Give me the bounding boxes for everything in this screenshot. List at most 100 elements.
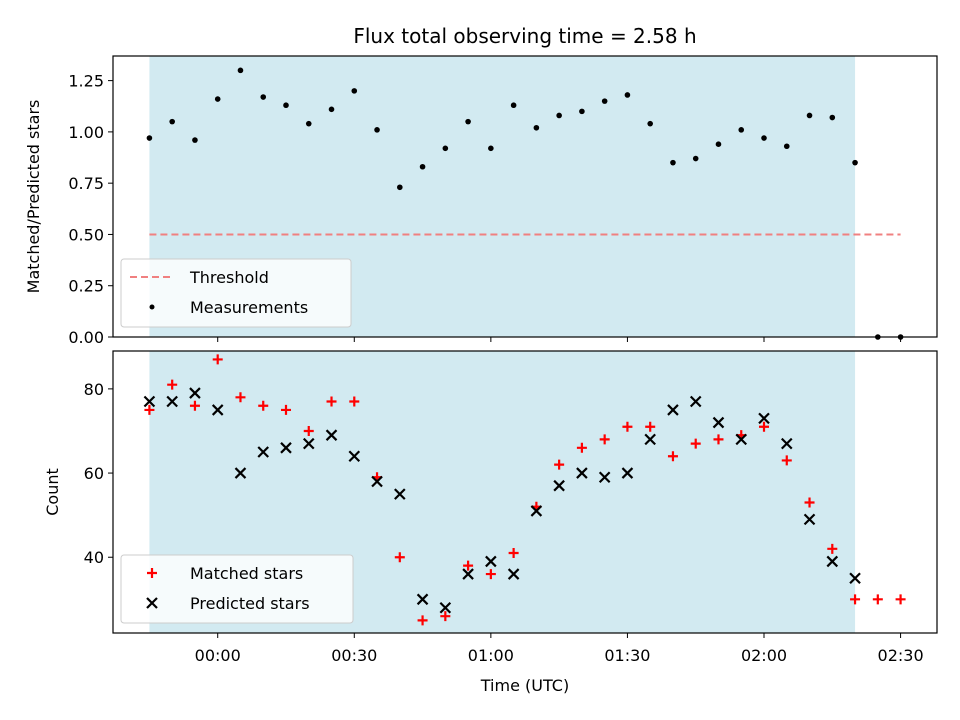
legend-predicted-symbol xyxy=(146,597,158,609)
predicted-star-point xyxy=(371,475,383,488)
measurement-point xyxy=(397,184,403,191)
bottom-legend-box xyxy=(120,554,354,624)
measurement-point xyxy=(374,127,380,133)
top-legend-box xyxy=(120,258,352,328)
legend-matched-label: Matched stars xyxy=(190,564,303,583)
matched-star-point xyxy=(212,354,223,365)
measurement-point xyxy=(738,127,745,133)
matched-star-point xyxy=(895,594,906,605)
matched-star-point xyxy=(463,560,474,571)
top-axes-frame xyxy=(112,55,938,338)
top-chart: 0.00 0.25 0.50 0.75 1.00 1.25 Flux total obse… xyxy=(24,24,938,347)
top-y-axis-label: Matched/Predicted stars xyxy=(24,100,43,294)
predicted-star-point xyxy=(507,568,520,580)
predicted-star-point xyxy=(826,555,839,568)
measurement-point xyxy=(624,92,631,98)
predicted-star-point xyxy=(211,404,224,416)
measurement-point xyxy=(829,114,836,121)
measurement-point xyxy=(783,143,790,150)
x-tick-label: 01:00 xyxy=(468,646,514,665)
x-tick-label: 00:30 xyxy=(331,646,377,665)
matched-star-point xyxy=(258,400,269,411)
measurement-point xyxy=(692,155,699,162)
legend-measurements-label: Measurements xyxy=(190,298,308,317)
matched-star-point xyxy=(645,421,656,432)
predicted-star-point xyxy=(621,467,634,479)
legend-matched-symbol xyxy=(147,568,157,578)
chart-title: Flux total observing time = 2.58 h xyxy=(353,24,696,48)
predicted-star-point xyxy=(302,437,315,450)
predicted-star-point xyxy=(325,429,338,441)
measurement-point xyxy=(351,88,358,94)
predicted-star-point xyxy=(166,395,178,408)
predicted-star-point xyxy=(553,479,565,492)
matched-star-point xyxy=(349,396,360,407)
x-tick-label: 00:00 xyxy=(195,646,241,665)
measurement-point xyxy=(465,118,471,125)
predicted-star-point xyxy=(667,404,679,416)
matched-star-point xyxy=(850,594,861,605)
predicted-star-point xyxy=(485,555,497,568)
matched-star-point xyxy=(485,569,496,580)
measurement-point xyxy=(761,135,767,141)
predicted-star-point xyxy=(598,471,611,484)
predicted-star-point xyxy=(530,505,543,517)
predicted-star-point xyxy=(803,513,816,526)
legend-threshold-label: Threshold xyxy=(189,268,269,287)
measurement-point xyxy=(579,108,585,115)
legend-predicted-marker xyxy=(146,597,158,609)
predicted-star-point xyxy=(712,416,725,429)
measurement-point xyxy=(488,145,494,152)
matched-star-point xyxy=(303,425,314,436)
matched-star-point xyxy=(759,421,770,432)
bottom-chart: 40 60 80 00:00 00:30 01:00 01:30 02:00 02:30 Cou… xyxy=(43,350,938,695)
bottom-y-axis-label: Count xyxy=(43,468,62,516)
matched-star-point xyxy=(417,615,428,626)
measurement-point xyxy=(556,112,562,119)
matched-star-point xyxy=(189,400,200,411)
matched-star-point xyxy=(804,497,815,508)
predicted-star-point xyxy=(143,395,156,408)
measurement-point xyxy=(146,135,153,141)
top-y-tick-label: 1.25 xyxy=(68,72,104,91)
matched-star-point xyxy=(508,548,519,559)
matched-star-point xyxy=(144,404,155,415)
matched-star-point xyxy=(554,459,565,470)
measurement-point xyxy=(852,159,858,166)
x-tick-label: 02:30 xyxy=(878,646,924,665)
predicted-star-point xyxy=(234,467,247,479)
top-legend: Threshold Measurements xyxy=(120,258,352,328)
measurement-point xyxy=(510,102,517,109)
predicted-star-point xyxy=(257,446,270,458)
measurement-point xyxy=(442,145,449,152)
matched-star-point xyxy=(167,379,178,390)
predicted-star-point xyxy=(735,433,748,446)
predicted-star-point xyxy=(780,437,793,450)
predicted-star-point xyxy=(758,412,770,425)
measurement-point xyxy=(670,159,676,166)
top-y-tick-label: 0.50 xyxy=(68,225,104,244)
measurement-point xyxy=(169,118,175,125)
matched-star-point xyxy=(713,434,724,445)
bottom-axes-frame xyxy=(112,350,938,634)
predicted-star-point xyxy=(280,442,292,454)
bottom-y-tick-label: 60 xyxy=(84,464,104,483)
bottom-y-tick-label: 40 xyxy=(84,548,104,567)
predicted-star-point xyxy=(849,572,861,585)
bottom-y-tick-label: 80 xyxy=(84,380,104,399)
predicted-star-point xyxy=(394,488,406,500)
legend-matched-marker xyxy=(147,568,157,578)
legend-predicted-label: Predicted stars xyxy=(190,594,310,613)
top-y-tick-label: 0.25 xyxy=(68,277,104,296)
measurement-point xyxy=(214,96,221,102)
matched-star-point xyxy=(667,451,678,462)
predicted-star-point xyxy=(189,387,201,399)
matched-star-point xyxy=(440,611,451,622)
measurement-point xyxy=(419,163,426,170)
predicted-star-point xyxy=(644,433,656,446)
measurement-point xyxy=(806,112,813,119)
matched-star-point xyxy=(576,442,587,453)
x-tick-label: 02:00 xyxy=(741,646,787,665)
measurement-point xyxy=(260,94,267,100)
top-y-tick-label: 0.00 xyxy=(68,328,104,347)
